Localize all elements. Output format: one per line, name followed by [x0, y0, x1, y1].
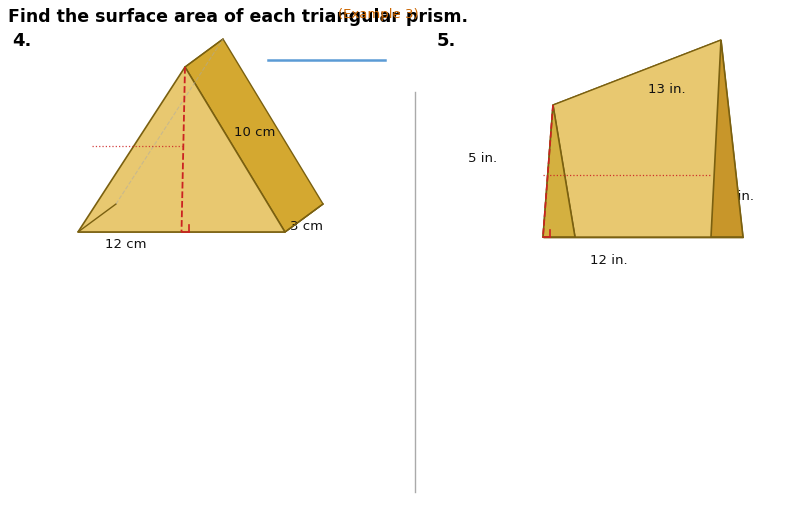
Polygon shape [78, 204, 323, 232]
Text: 12 in.: 12 in. [590, 254, 628, 267]
Text: 3 cm: 3 cm [290, 220, 323, 233]
Text: 12 cm: 12 cm [105, 238, 146, 251]
Polygon shape [78, 67, 285, 232]
Polygon shape [543, 105, 575, 237]
Text: 5 in.: 5 in. [468, 152, 497, 165]
Text: 4.: 4. [12, 32, 31, 50]
Text: 13 in.: 13 in. [648, 83, 686, 96]
Polygon shape [543, 40, 721, 237]
Text: 10 cm: 10 cm [234, 125, 275, 138]
Text: 4 in.: 4 in. [725, 191, 754, 204]
Polygon shape [553, 40, 743, 237]
Text: 8 cm: 8 cm [143, 143, 176, 156]
Text: 5.: 5. [437, 32, 456, 50]
Polygon shape [711, 40, 743, 237]
Text: (Example 3): (Example 3) [338, 8, 418, 21]
Polygon shape [185, 39, 323, 232]
Text: Find the surface area of each triangular prism.: Find the surface area of each triangular… [8, 8, 468, 26]
